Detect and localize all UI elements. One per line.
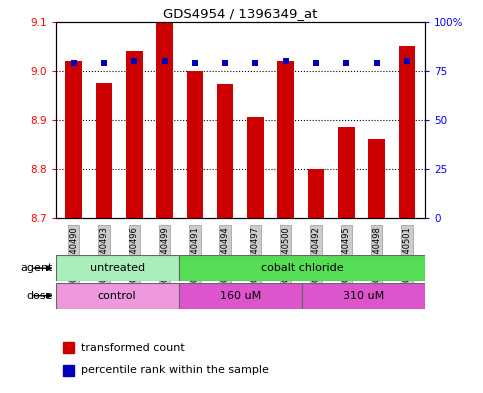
- Title: GDS4954 / 1396349_at: GDS4954 / 1396349_at: [163, 7, 317, 20]
- Bar: [368, 138, 385, 218]
- Bar: [308, 169, 325, 218]
- Bar: [96, 83, 113, 218]
- Bar: [65, 61, 82, 218]
- Point: [221, 60, 229, 66]
- Bar: [302, 283, 425, 309]
- Text: untreated: untreated: [89, 263, 145, 273]
- Point: [100, 60, 108, 66]
- Bar: [179, 255, 425, 281]
- Bar: [156, 22, 173, 218]
- Point: [373, 60, 381, 66]
- Text: agent: agent: [21, 263, 53, 273]
- Point: [252, 60, 259, 66]
- Text: percentile rank within the sample: percentile rank within the sample: [82, 365, 270, 375]
- Bar: [217, 84, 233, 218]
- Bar: [277, 61, 294, 218]
- Text: dose: dose: [27, 291, 53, 301]
- Bar: [56, 255, 179, 281]
- Bar: [186, 71, 203, 218]
- Bar: [398, 46, 415, 218]
- Text: transformed count: transformed count: [82, 343, 185, 353]
- Point: [282, 58, 290, 64]
- Bar: [179, 283, 302, 309]
- Bar: [56, 283, 179, 309]
- Text: 160 uM: 160 uM: [220, 291, 261, 301]
- Bar: [126, 51, 142, 218]
- Bar: [63, 342, 74, 353]
- Point: [342, 60, 350, 66]
- Point: [70, 60, 78, 66]
- Bar: [247, 118, 264, 218]
- Bar: [63, 365, 74, 376]
- Point: [312, 60, 320, 66]
- Text: control: control: [98, 291, 136, 301]
- Text: cobalt chloride: cobalt chloride: [260, 263, 343, 273]
- Point: [130, 58, 138, 64]
- Bar: [338, 127, 355, 218]
- Point: [403, 58, 411, 64]
- Point: [161, 58, 169, 64]
- Text: 310 uM: 310 uM: [343, 291, 384, 301]
- Point: [191, 60, 199, 66]
